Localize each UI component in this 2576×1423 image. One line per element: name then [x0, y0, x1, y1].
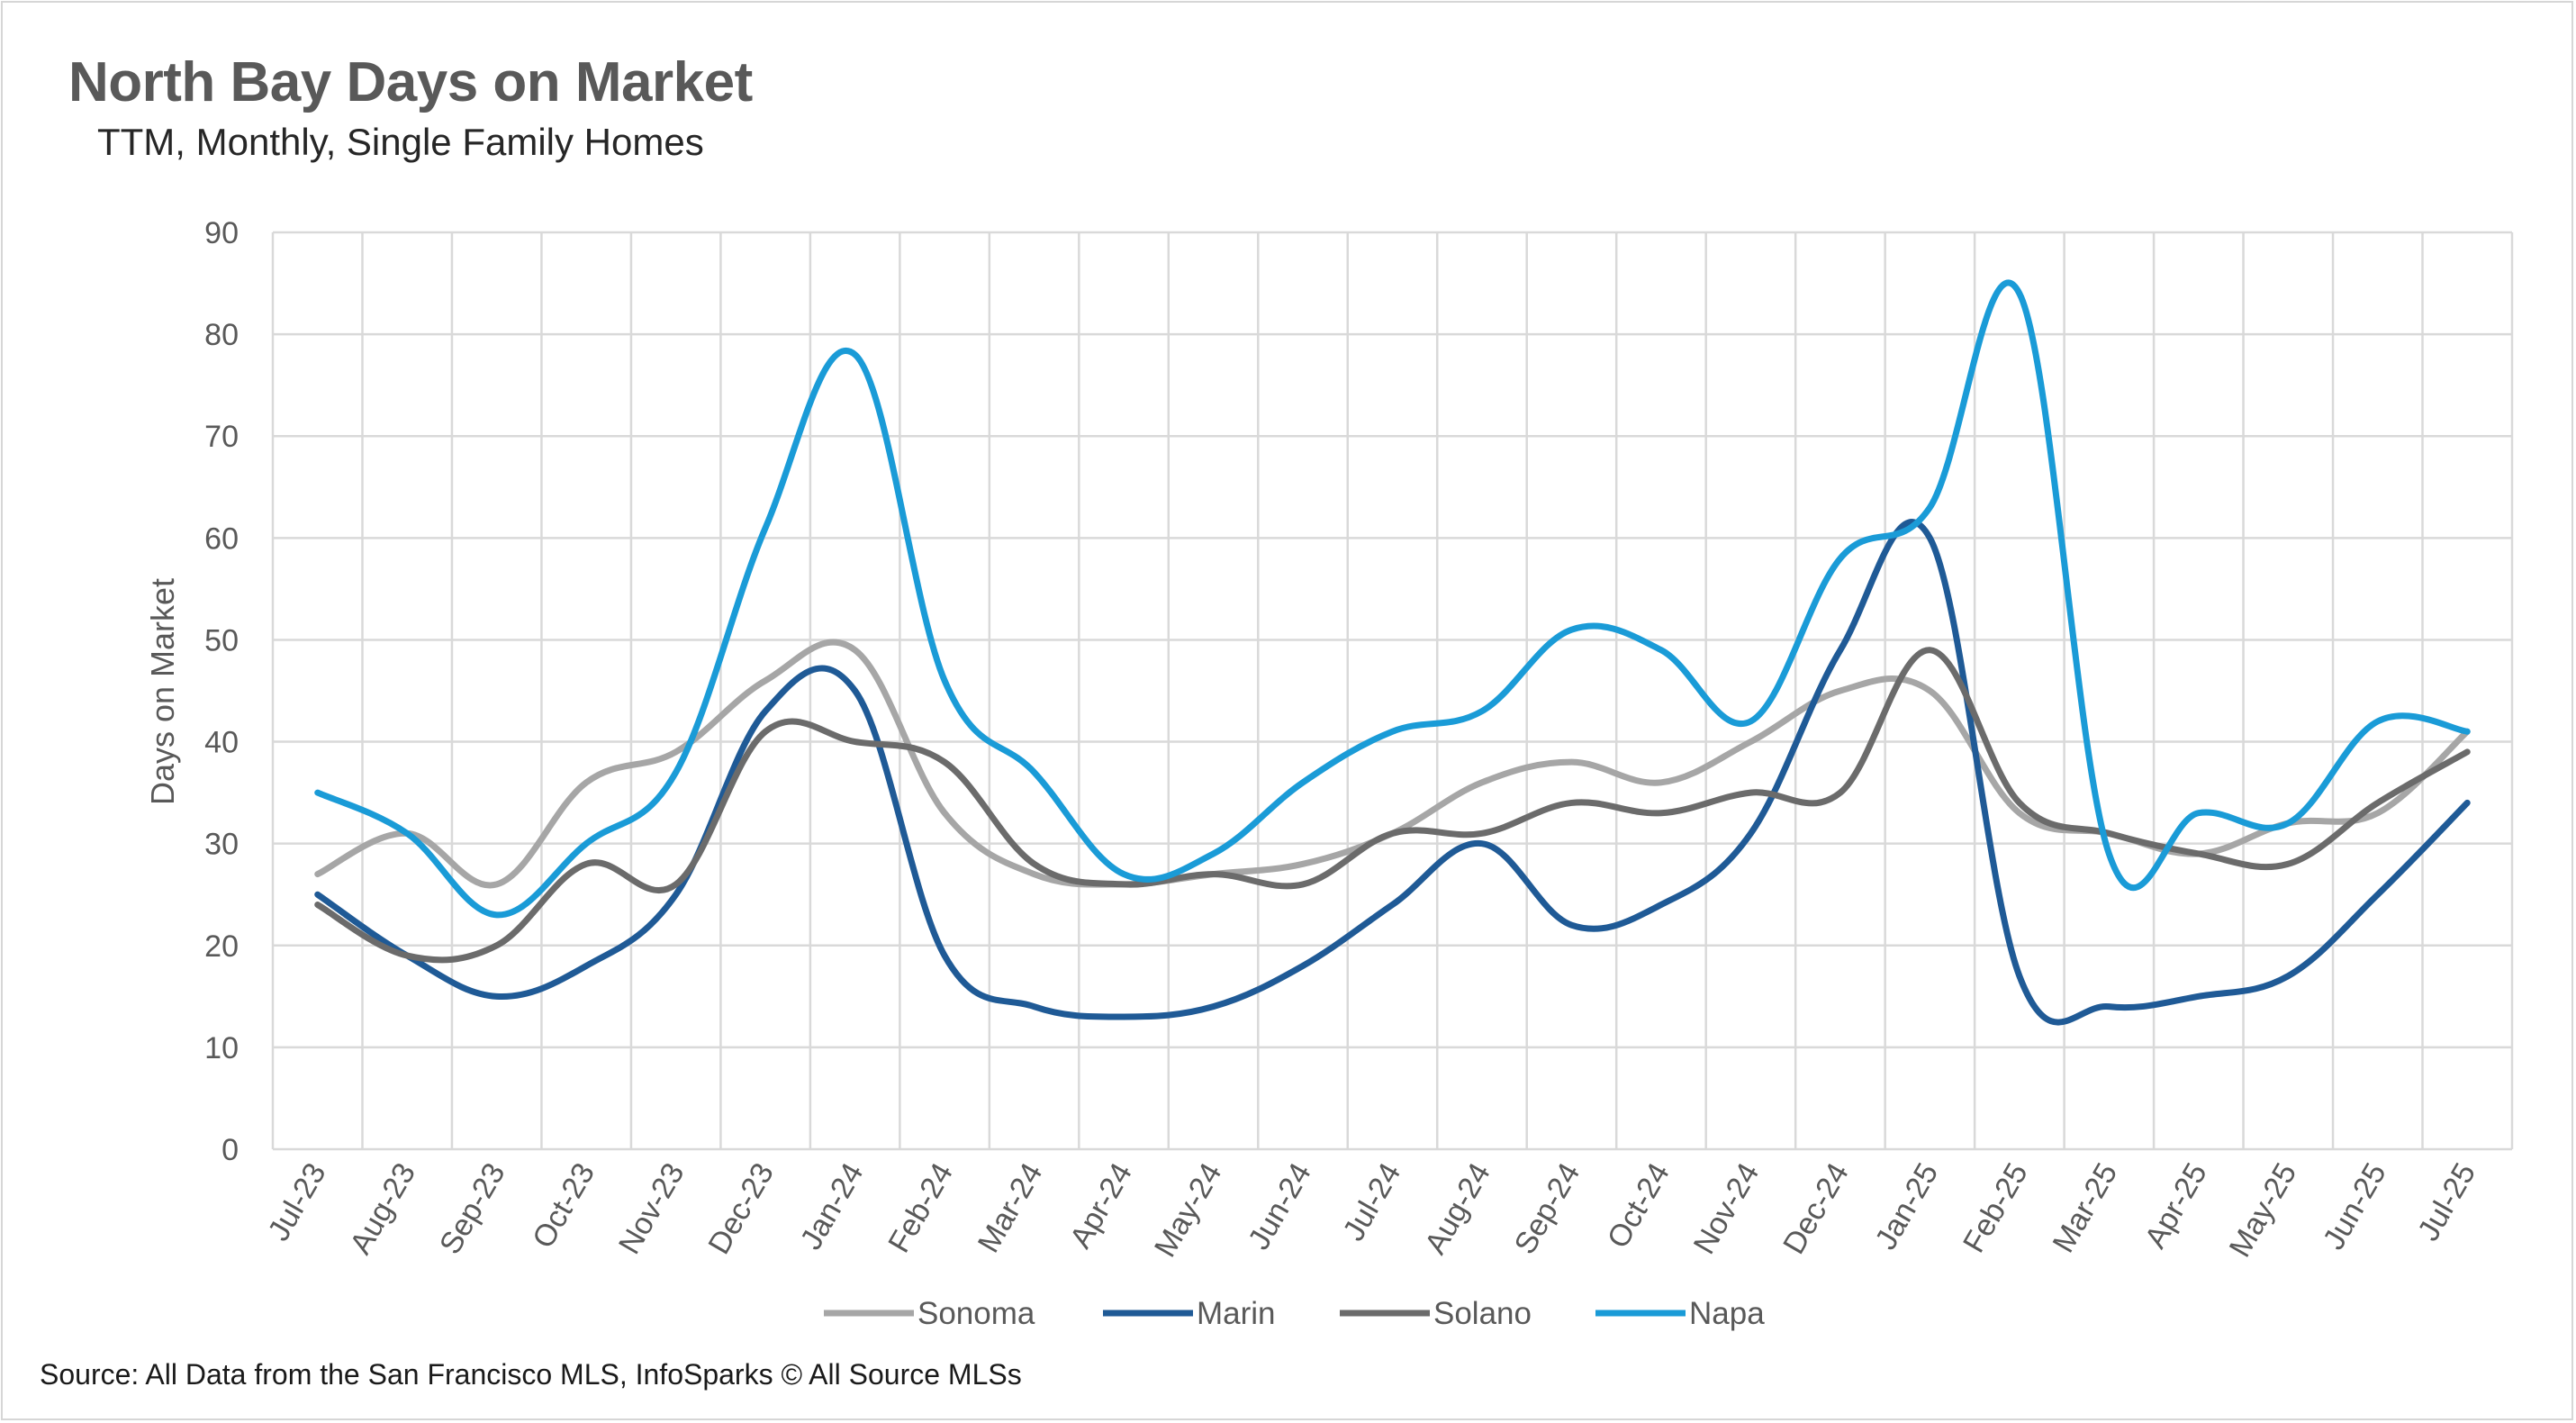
x-tick-label: Dec-24: [1776, 1157, 1856, 1260]
source-note: Source: All Data from the San Francisco …: [40, 1358, 1022, 1391]
x-tick-label: Jan-25: [1868, 1157, 1945, 1255]
y-tick-label: 70: [204, 420, 239, 454]
x-tick-label: Jan-24: [794, 1157, 871, 1255]
x-tick-label: Feb-25: [1957, 1157, 2035, 1258]
x-tick-label: Jul-23: [261, 1157, 332, 1246]
chart-title: North Bay Days on Market: [68, 51, 753, 113]
y-tick-label: 20: [204, 929, 239, 964]
x-tick-label: Oct-23: [526, 1157, 601, 1254]
x-tick-label: Apr-24: [1063, 1157, 1139, 1254]
x-tick-label: Jul-24: [1336, 1157, 1407, 1246]
y-tick-label: 0: [221, 1133, 239, 1167]
series-line-solano: [314, 647, 2471, 964]
legend-label-napa: Napa: [1689, 1296, 1765, 1331]
y-tick-label: 10: [204, 1031, 239, 1065]
x-tick-label: Jul-25: [2411, 1157, 2482, 1246]
x-tick-label: Apr-25: [2138, 1157, 2214, 1254]
x-tick-label: Aug-23: [343, 1157, 422, 1260]
x-tick-label: May-25: [2223, 1157, 2304, 1263]
x-axis-ticks: Jul-23 Aug-23 Sep-23 Oct-23 Nov-23 Dec-23 Jan-…: [261, 1157, 2482, 1263]
x-tick-label: Mar-24: [972, 1157, 1050, 1258]
x-tick-label: Aug-24: [1418, 1157, 1497, 1260]
y-tick-label: 40: [204, 726, 239, 760]
series-line-napa: [314, 279, 2471, 919]
y-axis-label: Days on Market: [144, 578, 181, 805]
x-tick-label: Jun-24: [1242, 1157, 1318, 1255]
series-line-marin: [314, 519, 2471, 1026]
x-tick-label: Dec-23: [701, 1157, 781, 1260]
x-tick-label: Mar-25: [2047, 1157, 2125, 1258]
legend-label-sonoma: Sonoma: [917, 1296, 1035, 1331]
x-tick-label: Sep-23: [433, 1157, 512, 1260]
y-tick-label: 80: [204, 318, 239, 352]
y-tick-label: 50: [204, 623, 239, 657]
x-tick-label: Feb-24: [881, 1157, 960, 1258]
legend-label-solano: Solano: [1433, 1296, 1532, 1331]
legend-label-marin: Marin: [1197, 1296, 1276, 1331]
x-tick-label: Oct-24: [1601, 1157, 1677, 1254]
x-tick-label: May-24: [1148, 1157, 1229, 1263]
y-tick-label: 60: [204, 521, 239, 556]
y-tick-label: 30: [204, 828, 239, 862]
chart-subtitle: TTM, Monthly, Single Family Homes: [97, 121, 704, 163]
series-line-sonoma: [314, 639, 2471, 889]
x-tick-label: Nov-23: [612, 1157, 691, 1260]
x-tick-label: Nov-24: [1687, 1157, 1767, 1260]
y-tick-label: 90: [204, 216, 239, 250]
grid-lines: [271, 231, 2514, 1151]
x-tick-label: Jun-25: [2317, 1157, 2393, 1255]
legend: Sonoma Marin Solano Napa: [824, 1296, 1765, 1331]
x-tick-label: Sep-24: [1508, 1157, 1587, 1260]
series-lines: [314, 279, 2471, 1026]
y-axis-ticks: 0 10 20 30 40 50 60 70 80 90: [204, 216, 239, 1167]
